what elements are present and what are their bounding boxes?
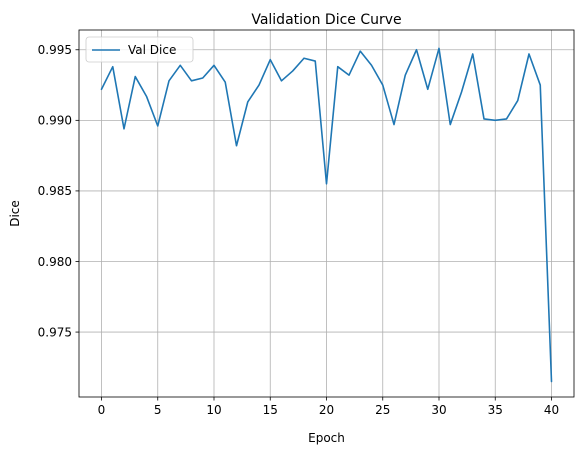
plot-frame bbox=[78, 29, 575, 398]
x-tick-label: 0 bbox=[98, 403, 106, 417]
y-tick-label: 0.995 bbox=[38, 43, 72, 57]
x-tick-label: 20 bbox=[319, 403, 334, 417]
y-tick-label: 0.990 bbox=[38, 114, 72, 128]
y-tick-label: 0.985 bbox=[38, 184, 72, 198]
chart-title: Validation Dice Curve bbox=[251, 12, 401, 28]
legend-label: Val Dice bbox=[128, 43, 176, 57]
legend-box bbox=[85, 36, 194, 63]
x-tick-label: 15 bbox=[263, 403, 278, 417]
legend: Val Dice bbox=[85, 36, 194, 63]
grid bbox=[79, 30, 574, 397]
y-tick-label: 0.975 bbox=[38, 325, 72, 339]
x-tick-label: 25 bbox=[375, 403, 390, 417]
x-tick-labels: 0 5 10 15 20 25 30 35 40 bbox=[98, 403, 559, 417]
series-line bbox=[100, 47, 553, 383]
x-tick-label: 40 bbox=[544, 403, 559, 417]
series-layer bbox=[100, 47, 553, 383]
x-axis-label: Epoch bbox=[308, 431, 345, 445]
tick-marks bbox=[75, 49, 552, 401]
y-tick-label: 0.980 bbox=[38, 255, 72, 269]
x-tick-label: 5 bbox=[154, 403, 162, 417]
x-tick-label: 10 bbox=[206, 403, 221, 417]
y-axis-label: Dice bbox=[8, 200, 22, 227]
y-tick-labels: 0.975 0.980 0.985 0.990 0.995 bbox=[38, 43, 72, 339]
x-tick-label: 35 bbox=[488, 403, 503, 417]
x-tick-label: 30 bbox=[431, 403, 446, 417]
